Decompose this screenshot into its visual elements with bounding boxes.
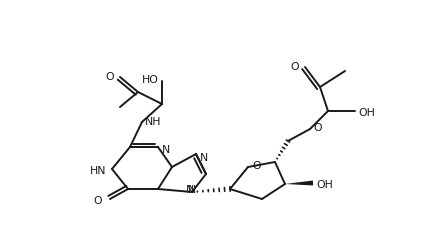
Text: O: O [93,195,102,205]
Polygon shape [285,181,313,186]
Text: NH: NH [145,116,162,127]
Text: O: O [313,122,322,133]
Text: O: O [290,62,299,72]
Text: HO: HO [142,75,159,85]
Text: N: N [186,184,194,194]
Text: N: N [162,144,170,154]
Text: HN: HN [89,165,106,175]
Text: N: N [200,152,208,162]
Text: OH: OH [358,108,375,117]
Text: N: N [188,184,196,194]
Text: O: O [252,160,261,170]
Text: O: O [106,72,114,82]
Text: OH: OH [316,179,333,189]
